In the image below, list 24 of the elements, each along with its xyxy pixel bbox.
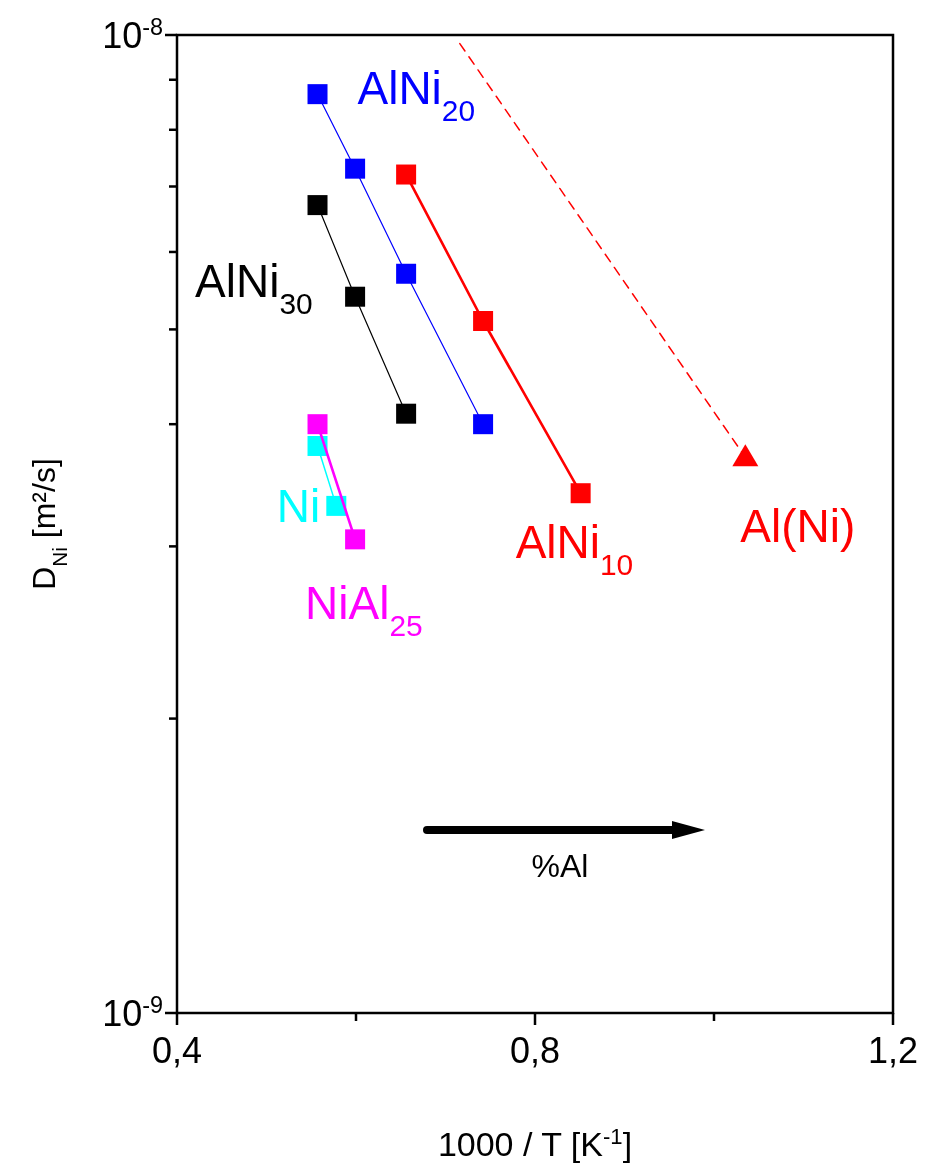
- x-axis-title: 1000 / T [K$^{-1}$]: [437, 1123, 633, 1163]
- point: [396, 164, 417, 185]
- legend-label: AlNi$_{30}$: [195, 254, 313, 320]
- point: [307, 195, 328, 216]
- x-tick-label: 1,2: [867, 1030, 919, 1071]
- point: [345, 286, 366, 307]
- point: [732, 444, 759, 467]
- series-label: Ni: [276, 479, 321, 532]
- series-label: Al(Ni): [740, 500, 856, 553]
- y-tick-label: 10$^{-8}$: [102, 14, 163, 56]
- series-label: AlNi$_{10}$: [515, 516, 634, 581]
- point: [473, 311, 494, 331]
- point: [396, 403, 417, 424]
- point: [345, 529, 366, 550]
- point: [396, 263, 417, 284]
- point: [307, 414, 328, 435]
- series-label: AlNi$_{20}$: [357, 62, 476, 127]
- point: [473, 414, 494, 435]
- series-label: NiAl$_{25}$: [305, 577, 423, 642]
- x-tick-label: 0,8: [509, 1030, 561, 1071]
- annotation: %Al: [531, 848, 589, 884]
- point: [570, 483, 591, 504]
- point: [307, 84, 328, 105]
- point: [345, 158, 366, 179]
